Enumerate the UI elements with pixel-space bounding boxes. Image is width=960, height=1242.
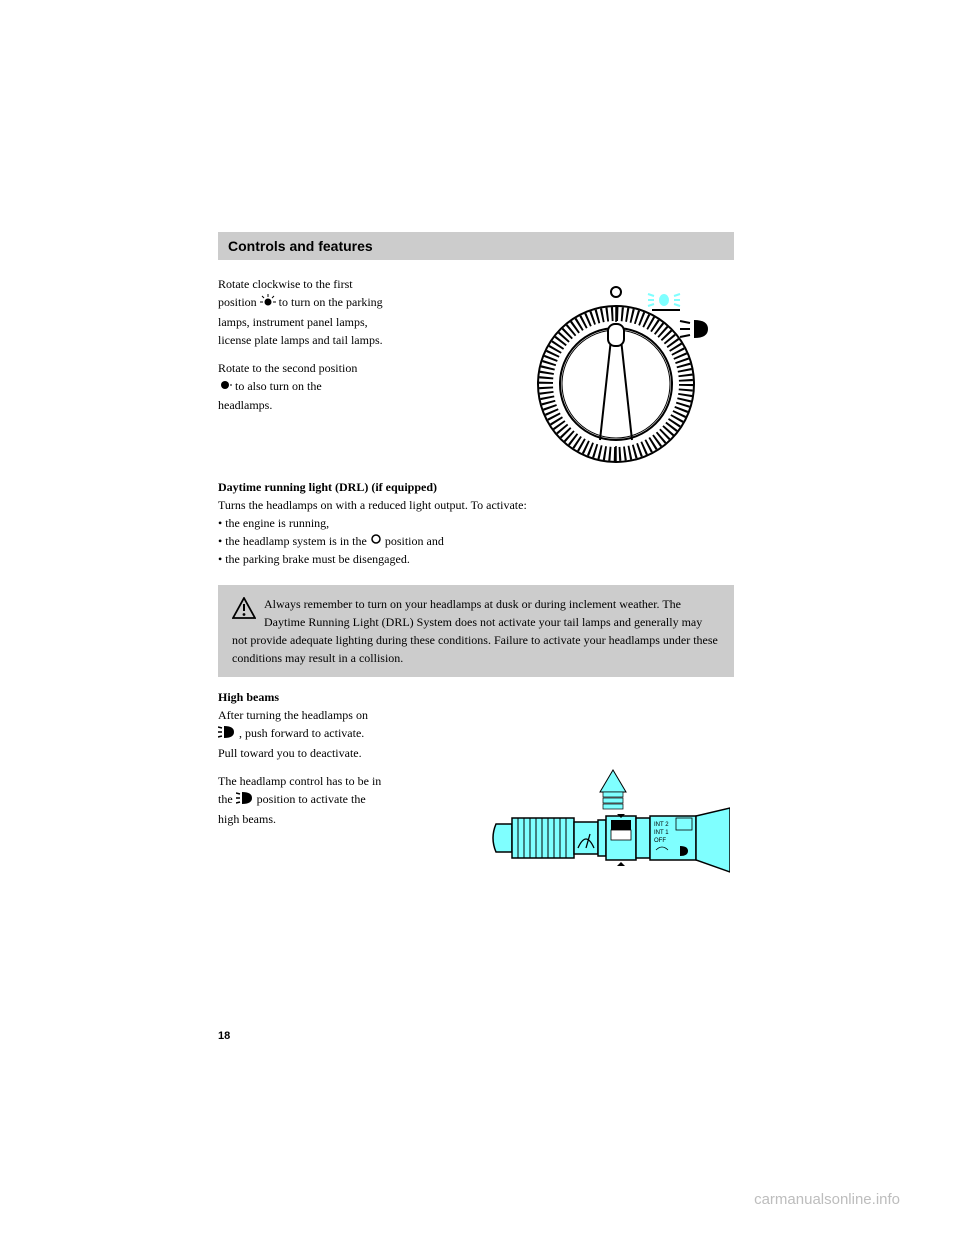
stalk-lever-figure: INT 2 INT 1 OFF: [490, 768, 730, 878]
text: position: [218, 295, 257, 309]
headlamp-dial-figure: [508, 272, 724, 472]
text: Pull toward you to deactivate.: [218, 746, 362, 760]
section-header: Controls and features: [218, 232, 734, 260]
body-text-headlamps: Rotate clockwise to the first position t…: [218, 275, 498, 418]
text: the: [218, 792, 236, 806]
section-header-title: Controls and features: [228, 238, 373, 254]
bullet: • the headlamp system is in the: [218, 534, 367, 548]
bullet: • the parking brake must be disengaged.: [218, 550, 734, 568]
drl-section: Daytime running light (DRL) (if equipped…: [218, 478, 734, 568]
watermark: carmanualsonline.info: [754, 1191, 900, 1208]
text: headlamps.: [218, 398, 272, 412]
high-beams-heading: High beams: [218, 690, 279, 704]
svg-text:INT 1: INT 1: [654, 830, 669, 836]
text: license plate lamps and tail lamps.: [218, 333, 383, 347]
text: Rotate clockwise to the first: [218, 277, 353, 291]
text: Rotate to the second position: [218, 361, 357, 375]
warning-box: Always remember to turn on your headlamp…: [218, 585, 734, 677]
bullet: • the engine is running,: [218, 514, 734, 532]
text: to turn on the parking: [279, 295, 383, 309]
off-circle-icon: [370, 534, 385, 548]
text: to also turn on the: [235, 379, 322, 393]
warning-triangle-icon: [232, 597, 256, 624]
text: lamps, instrument panel lamps,: [218, 315, 368, 329]
page-number: 18: [218, 1030, 230, 1042]
warning-text: Always remember to turn on your headlamp…: [232, 597, 718, 665]
text: position and: [385, 534, 444, 548]
svg-text:OFF: OFF: [654, 838, 666, 844]
drl-heading: Daytime running light (DRL) (if equipped…: [218, 480, 437, 494]
text: The headlamp control has to be in: [218, 774, 381, 788]
text: position to activate the: [257, 792, 366, 806]
text: Turns the headlamps on with a reduced li…: [218, 496, 734, 514]
svg-text:INT 2: INT 2: [654, 822, 669, 828]
bulb-rays-icon: [260, 294, 276, 313]
bulb-icon: [218, 378, 232, 396]
high-beams-section: High beams After turning the headlamps o…: [218, 688, 498, 828]
headlamp-icon: [236, 791, 254, 810]
text: , push forward to activate.: [239, 726, 364, 740]
text: After turning the headlamps on: [218, 708, 368, 722]
manual-page: Controls and features Rotate clockwise t…: [0, 0, 960, 1242]
text: high beams.: [218, 812, 276, 826]
headlamp-icon: [218, 725, 236, 744]
